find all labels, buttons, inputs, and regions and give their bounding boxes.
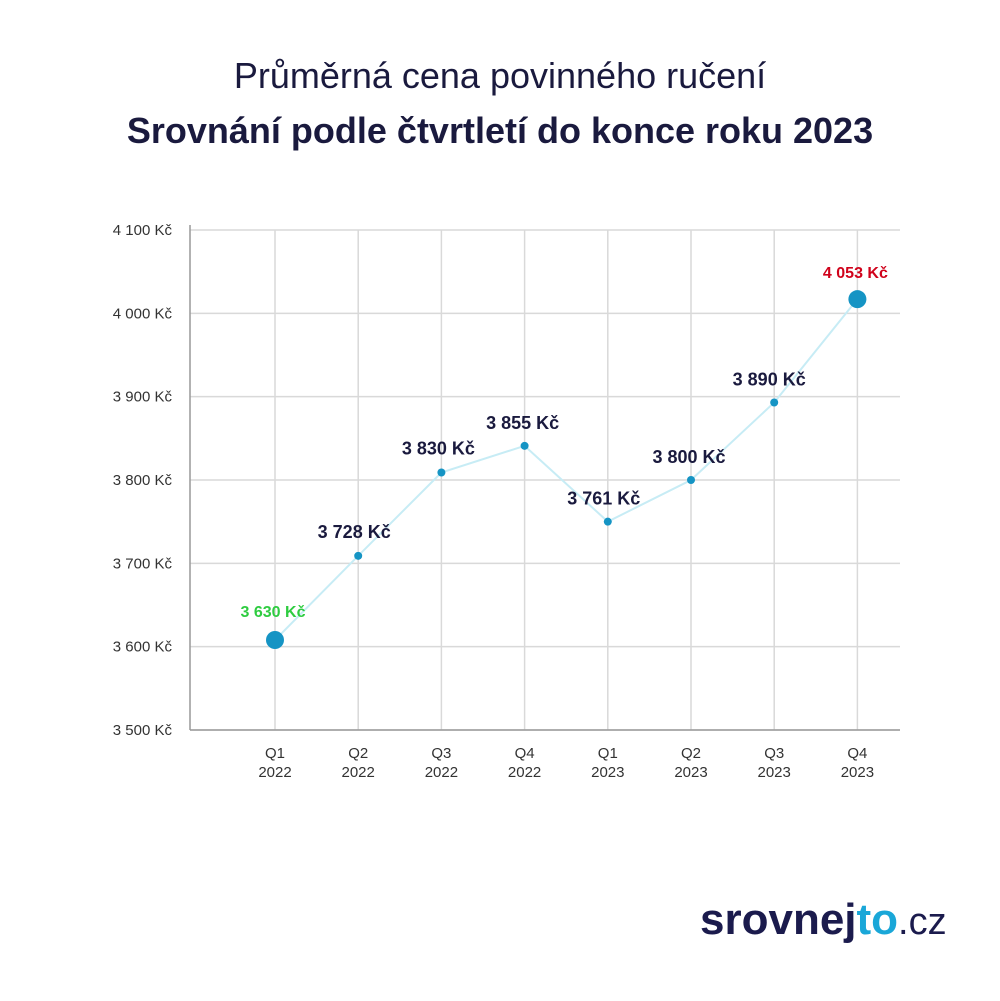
x-tick-label-quarter: Q1	[598, 745, 618, 762]
x-tick-label-quarter: Q4	[515, 745, 535, 762]
x-tick-label-quarter: Q1	[265, 745, 285, 762]
x-tick-label-year: 2023	[758, 764, 791, 781]
y-tick-label: 3 500 Kč	[113, 722, 173, 739]
y-tick-label: 3 600 Kč	[113, 639, 173, 656]
x-tick-label-year: 2023	[841, 764, 874, 781]
y-tick-label: 4 000 Kč	[113, 305, 173, 322]
x-tick-label-year: 2022	[342, 764, 375, 781]
x-tick-label-year: 2023	[674, 764, 707, 781]
x-tick-label-quarter: Q2	[348, 745, 368, 762]
y-tick-label: 4 100 Kč	[113, 222, 173, 239]
data-label: 3 800 Kč	[652, 447, 725, 467]
logo-text-part1: srovnej	[700, 895, 857, 944]
y-tick-label: 3 700 Kč	[113, 555, 173, 572]
data-label: 3 855 Kč	[486, 413, 559, 433]
data-label: 3 761 Kč	[567, 489, 640, 509]
x-tick-label-quarter: Q3	[764, 745, 784, 762]
data-point	[848, 290, 867, 309]
data-label: 3 728 Kč	[318, 522, 391, 542]
logo-text-part2: to	[856, 895, 899, 944]
chart-subtitle: Srovnání podle čtvrtletí do konce roku 2…	[126, 110, 874, 151]
data-point	[520, 441, 529, 450]
x-tick-label-year: 2022	[425, 764, 458, 781]
brand-logo[interactable]: srovnejto.cz	[700, 895, 947, 947]
data-point	[266, 631, 284, 649]
data-point	[354, 551, 363, 560]
series-line	[274, 298, 859, 641]
data-point	[770, 398, 779, 407]
x-tick-label-year: 2022	[508, 764, 541, 781]
data-label: 3 630 Kč	[241, 604, 306, 621]
data-label: 4 053 Kč	[823, 265, 888, 282]
x-tick-label-year: 2023	[591, 764, 624, 781]
data-label: 3 890 Kč	[733, 370, 806, 390]
x-tick-label-quarter: Q2	[681, 745, 701, 762]
y-tick-label: 3 800 Kč	[113, 472, 173, 489]
x-tick-label-year: 2022	[258, 764, 291, 781]
x-tick-label-quarter: Q3	[431, 745, 451, 762]
chart-title: Průměrná cena povinného ručení	[233, 55, 767, 96]
data-point	[437, 468, 446, 477]
data-label: 3 830 Kč	[402, 439, 475, 459]
y-tick-label: 3 900 Kč	[113, 389, 173, 406]
logo-text-part3: .cz	[898, 901, 947, 943]
data-point	[603, 517, 612, 526]
x-tick-label-quarter: Q4	[847, 745, 867, 762]
data-point	[687, 476, 695, 484]
